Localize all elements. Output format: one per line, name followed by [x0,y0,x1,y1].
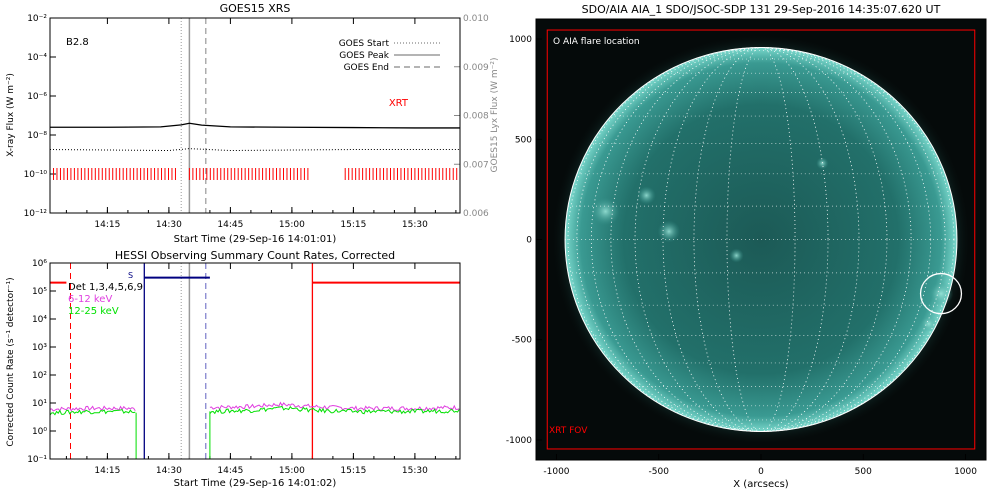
hessi-y-tick-label: 10² [32,371,47,381]
solar-disk [565,47,957,432]
goes-x-tick-label: 14:30 [156,220,182,230]
goes-legend: GOES Start GOES Peak GOES End [339,39,440,73]
longitude-grid-line [662,47,860,432]
goes-x-tick-label: 14:15 [94,220,120,230]
goes-xlabel: Start Time (29-Sep-16 14:01:01) [174,234,337,245]
active-region [591,197,620,226]
goes-x-tick-label: 15:15 [340,220,366,230]
aia-flare-location-label: O AIA flare location [553,37,640,47]
goes-y-tick-label: 10⁻¹⁰ [24,170,48,180]
legend-12-25-kev: 12-25 keV [68,306,119,317]
legend-detectors: Det 1,3,4,5,6,9 [68,282,143,293]
hessi-x-tick-label: 14:30 [156,466,182,476]
goes-short-series-line [49,148,460,152]
aia-panel: SDO/AIA AIA_1 SDO/JSOC-SDP 131 29-Sep-20… [506,3,987,490]
hessi-xlabel: Start Time (29-Sep-16 14:01:02) [174,478,337,489]
goes-y2-tick-label: 0.008 [463,112,489,122]
legend-6-12-kev: 6-12 keV [68,294,112,305]
goes-y2-tick-label: 0.010 [463,14,489,24]
goes-x-tick-label: 15:30 [402,220,428,230]
goes-y2-tick-label: 0.009 [463,63,489,73]
hessi-x-tick-label: 14:15 [94,466,120,476]
goes-ylabel: X-ray Flux (W m⁻²) [6,73,16,157]
aia-y-tick-label: 1000 [509,35,532,45]
aia-x-tick-label: -500 [649,467,670,477]
longitude-grid-line [726,47,796,432]
hessi-x-tick-label: 15:30 [402,466,428,476]
hessi-y-tick-label: 10³ [32,343,47,353]
goes-axes-frame [49,17,461,214]
xrt-fov-box [546,29,976,450]
aia-x-tick-label: 1000 [954,467,977,477]
hessi-y-tick-label: 10⁻¹ [27,455,47,465]
active-region [928,281,954,306]
goes-ylabel-right: GOES15 Lyx Flux (W m⁻²) [490,58,500,173]
goes-y2-tick-label: 0.006 [463,209,489,219]
hessi-y-tick-label: 10⁵ [32,287,47,297]
legend-goes-start: GOES Start [339,39,390,49]
active-region [920,315,937,332]
active-region [637,186,656,205]
aia-y-tick-label: 0 [526,236,532,246]
hessi-panel: HESSI Observing Summary Count Rates, Cor… [6,249,461,489]
hessi-title: HESSI Observing Summary Count Rates, Cor… [115,249,395,262]
hessi-y-tick-label: 10⁶ [32,259,47,269]
hessi-y-tick-label: 10¹ [32,399,47,409]
aia-title: SDO/AIA AIA_1 SDO/JSOC-SDP 131 29-Sep-20… [582,3,941,16]
xrt-label: XRT [389,98,409,109]
active-region [816,157,829,170]
hessi-x-tick-label: 14:45 [217,466,243,476]
active-region [729,248,744,263]
goes-long-series-line [50,122,460,129]
hessi-y-tick-label: 10⁴ [32,315,47,325]
hessi-y-tick-label: 10⁰ [32,427,47,437]
aia-x-tick-label: 500 [855,467,872,477]
active-region [657,220,681,243]
goes-title: GOES15 XRS [220,2,291,15]
aia-y-tick-label: -500 [512,336,533,346]
hessi-x-tick-label: 15:15 [340,466,366,476]
goes-y-tick-label: 10⁻⁸ [27,131,47,141]
goes-x-tick-label: 15:00 [279,220,305,230]
aia-x-tick-label: 0 [758,467,764,477]
goes-y-tick-label: 10⁻¹² [24,209,48,219]
longitude-grid-line [693,47,829,432]
hessi-x-tick-label: 15:00 [279,466,305,476]
series-12-25-kev-line [49,409,136,416]
hessi-ylabel: Corrected Count Rate (s⁻¹ detector⁻¹) [6,277,16,446]
aia-x-tick-label: -1000 [543,467,569,477]
aia-y-tick-label: -1000 [506,436,532,446]
goes-y-tick-label: 10⁻⁶ [27,92,47,102]
xrt-fov-label: XRT FOV [549,426,588,436]
legend-goes-peak: GOES Peak [339,51,389,61]
hessi-legend: Det 1,3,4,5,6,9 6-12 keV 12-25 keV [68,282,143,317]
goes-y2-tick-label: 0.007 [463,160,489,170]
goes-y-tick-label: 10⁻⁴ [27,53,47,63]
flare-location-circle [919,272,963,315]
saa-marker-s: S [128,271,133,280]
aia-y-tick-label: 500 [515,135,532,145]
series-6-12-kev-line [49,405,136,412]
aia-xlabel: X (arcsecs) [733,479,789,490]
hessi-axes-frame [49,262,461,460]
legend-goes-end: GOES End [344,63,389,73]
goes-x-tick-label: 14:45 [217,220,243,230]
goes-y-tick-label: 10⁻² [27,14,47,24]
series-12-25-kev-line [209,405,460,415]
solar-limb [564,46,958,433]
goes-panel: GOES15 XRS 14:15 14:30 14:45 15:00 15:15 15:3… [6,2,500,245]
goes-class-label: B2.8 [66,37,89,48]
